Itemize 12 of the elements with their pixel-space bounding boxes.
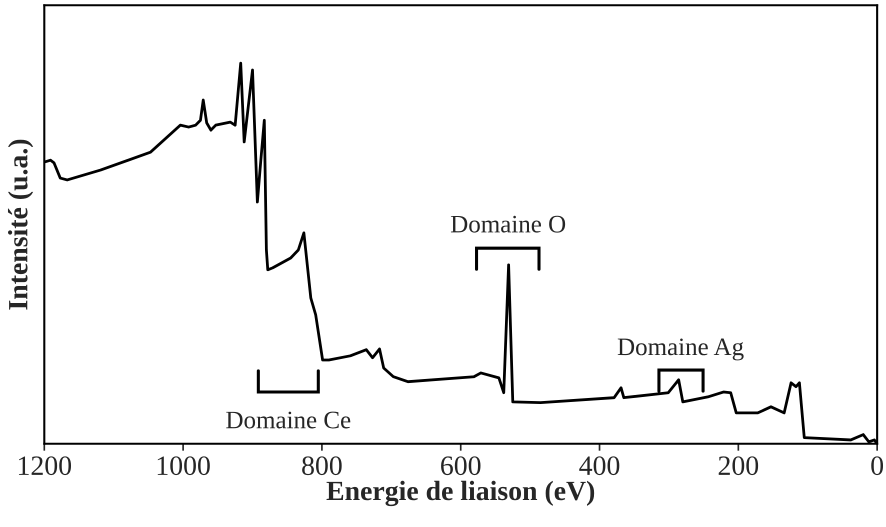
x-tick-label: 200 (718, 456, 758, 476)
x-axis-title: Energie de liaison (eV) (326, 480, 594, 506)
x-tick-label: 1000 (158, 456, 210, 476)
annotation: Domaine O (450, 216, 566, 233)
x-tick-label: 1200 (18, 456, 72, 476)
y-axis-title: Intensité (u.a.) (8, 140, 34, 310)
annotation: Domaine Ag (618, 338, 744, 360)
x-tick-label: 400 (579, 456, 620, 476)
x-tick-label: 800 (302, 456, 342, 476)
annotation: Domaine Ce (226, 412, 350, 428)
x-tick-label: 600 (441, 456, 480, 476)
x-tick-label: 0 (871, 456, 884, 476)
